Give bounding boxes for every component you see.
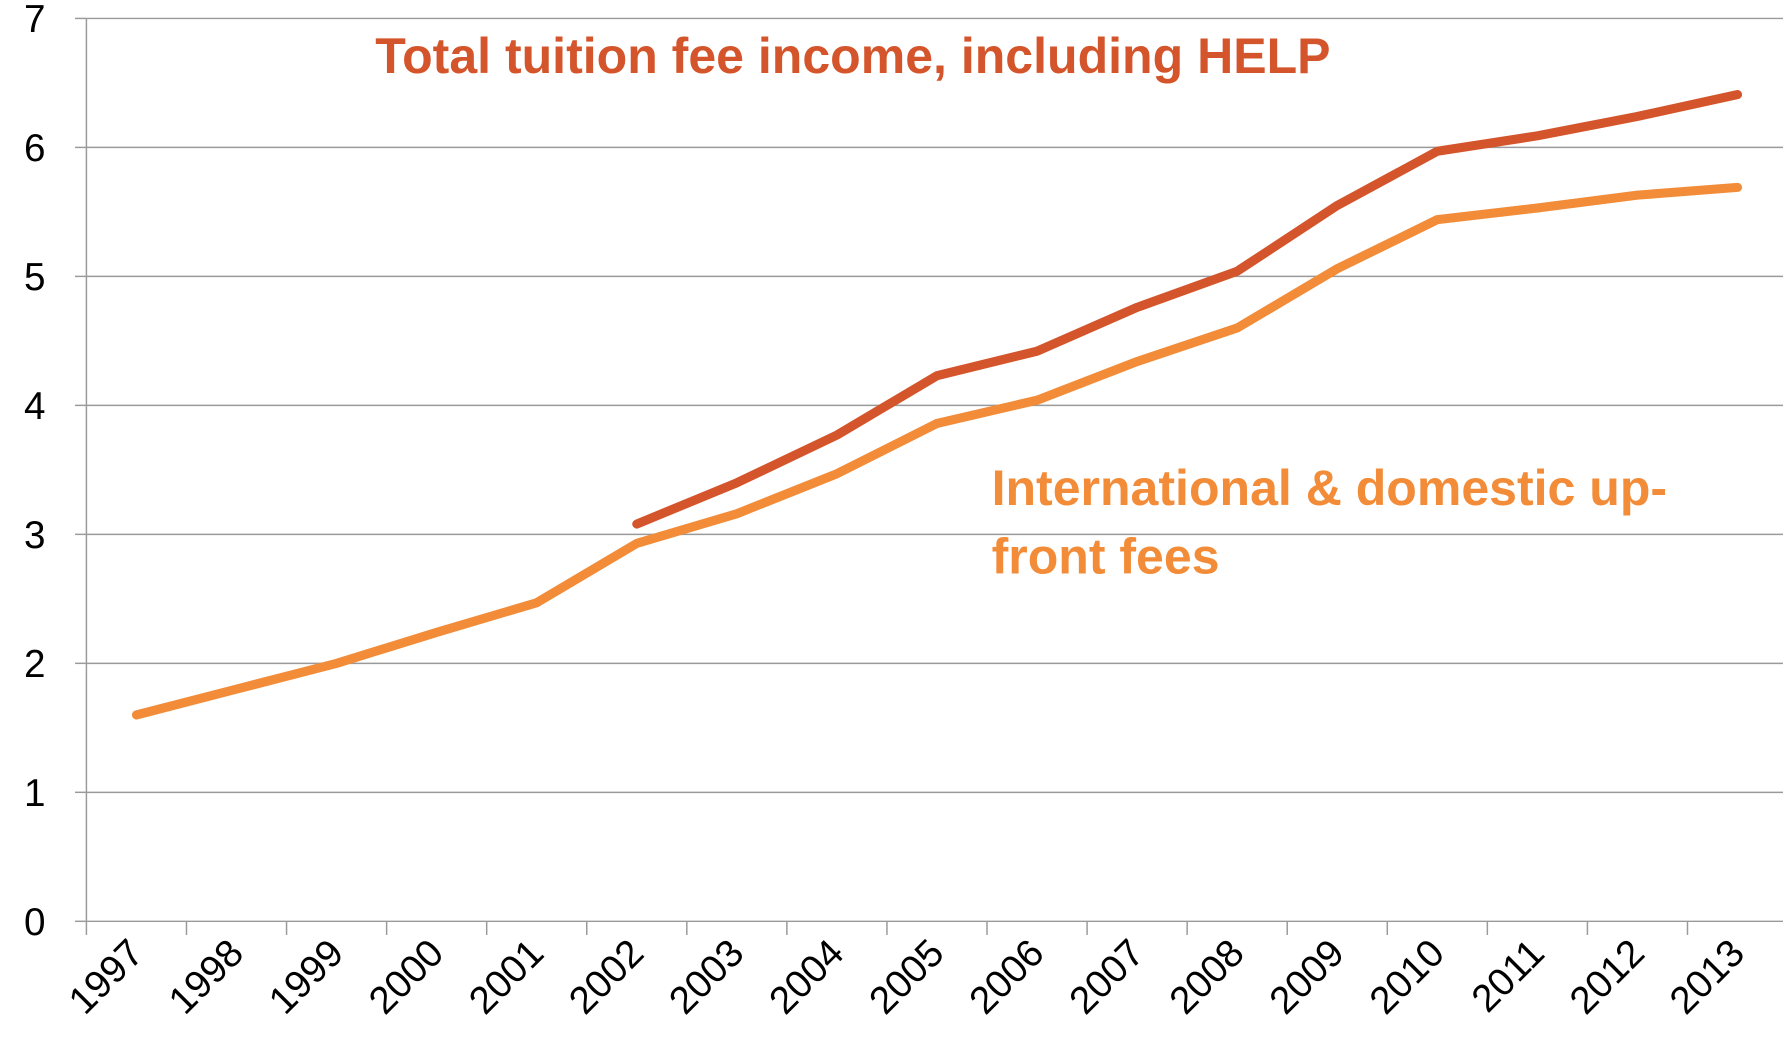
y-tick-label: 4 <box>24 385 46 428</box>
y-tick-label: 0 <box>24 901 46 944</box>
x-tick-label: 1997 <box>61 931 152 1022</box>
x-tick-label: 2006 <box>961 931 1052 1022</box>
y-tick-label: 1 <box>24 772 46 815</box>
x-tick-label: 1999 <box>261 931 352 1022</box>
series-label: Total tuition fee income, including HELP <box>375 28 1331 85</box>
x-tick-label: 2010 <box>1362 931 1453 1022</box>
series-label-text: International & domestic up-front fees <box>991 460 1668 585</box>
series-line <box>131 182 1743 720</box>
y-tick-label: 3 <box>24 514 46 557</box>
x-tick-label: 2012 <box>1562 931 1653 1022</box>
series-label: International & domestic up-front fees <box>991 460 1668 585</box>
series-label-text: Total tuition fee income, including HELP <box>375 28 1331 85</box>
y-tick-label: 2 <box>24 643 46 686</box>
y-tick-label: 5 <box>24 256 46 299</box>
y-tick-label: 7 <box>24 0 46 41</box>
series-line <box>632 89 1743 529</box>
x-tick-label: 2001 <box>461 931 552 1022</box>
x-tick-label: 2004 <box>761 931 852 1022</box>
x-tick-label: 2007 <box>1061 931 1152 1022</box>
x-tick-label: 2011 <box>1464 931 1553 1020</box>
y-tick-label: 6 <box>24 127 46 170</box>
x-tick-label: 2005 <box>861 931 952 1022</box>
x-tick-label: 2008 <box>1161 931 1252 1022</box>
x-tick-label: 2003 <box>661 931 752 1022</box>
x-tick-label: 2000 <box>361 931 452 1022</box>
x-tick-label: 1998 <box>161 931 252 1022</box>
x-tick-label: 2002 <box>561 931 652 1022</box>
x-tick-label: 2013 <box>1662 931 1753 1022</box>
x-tick-label: 2009 <box>1261 931 1352 1022</box>
